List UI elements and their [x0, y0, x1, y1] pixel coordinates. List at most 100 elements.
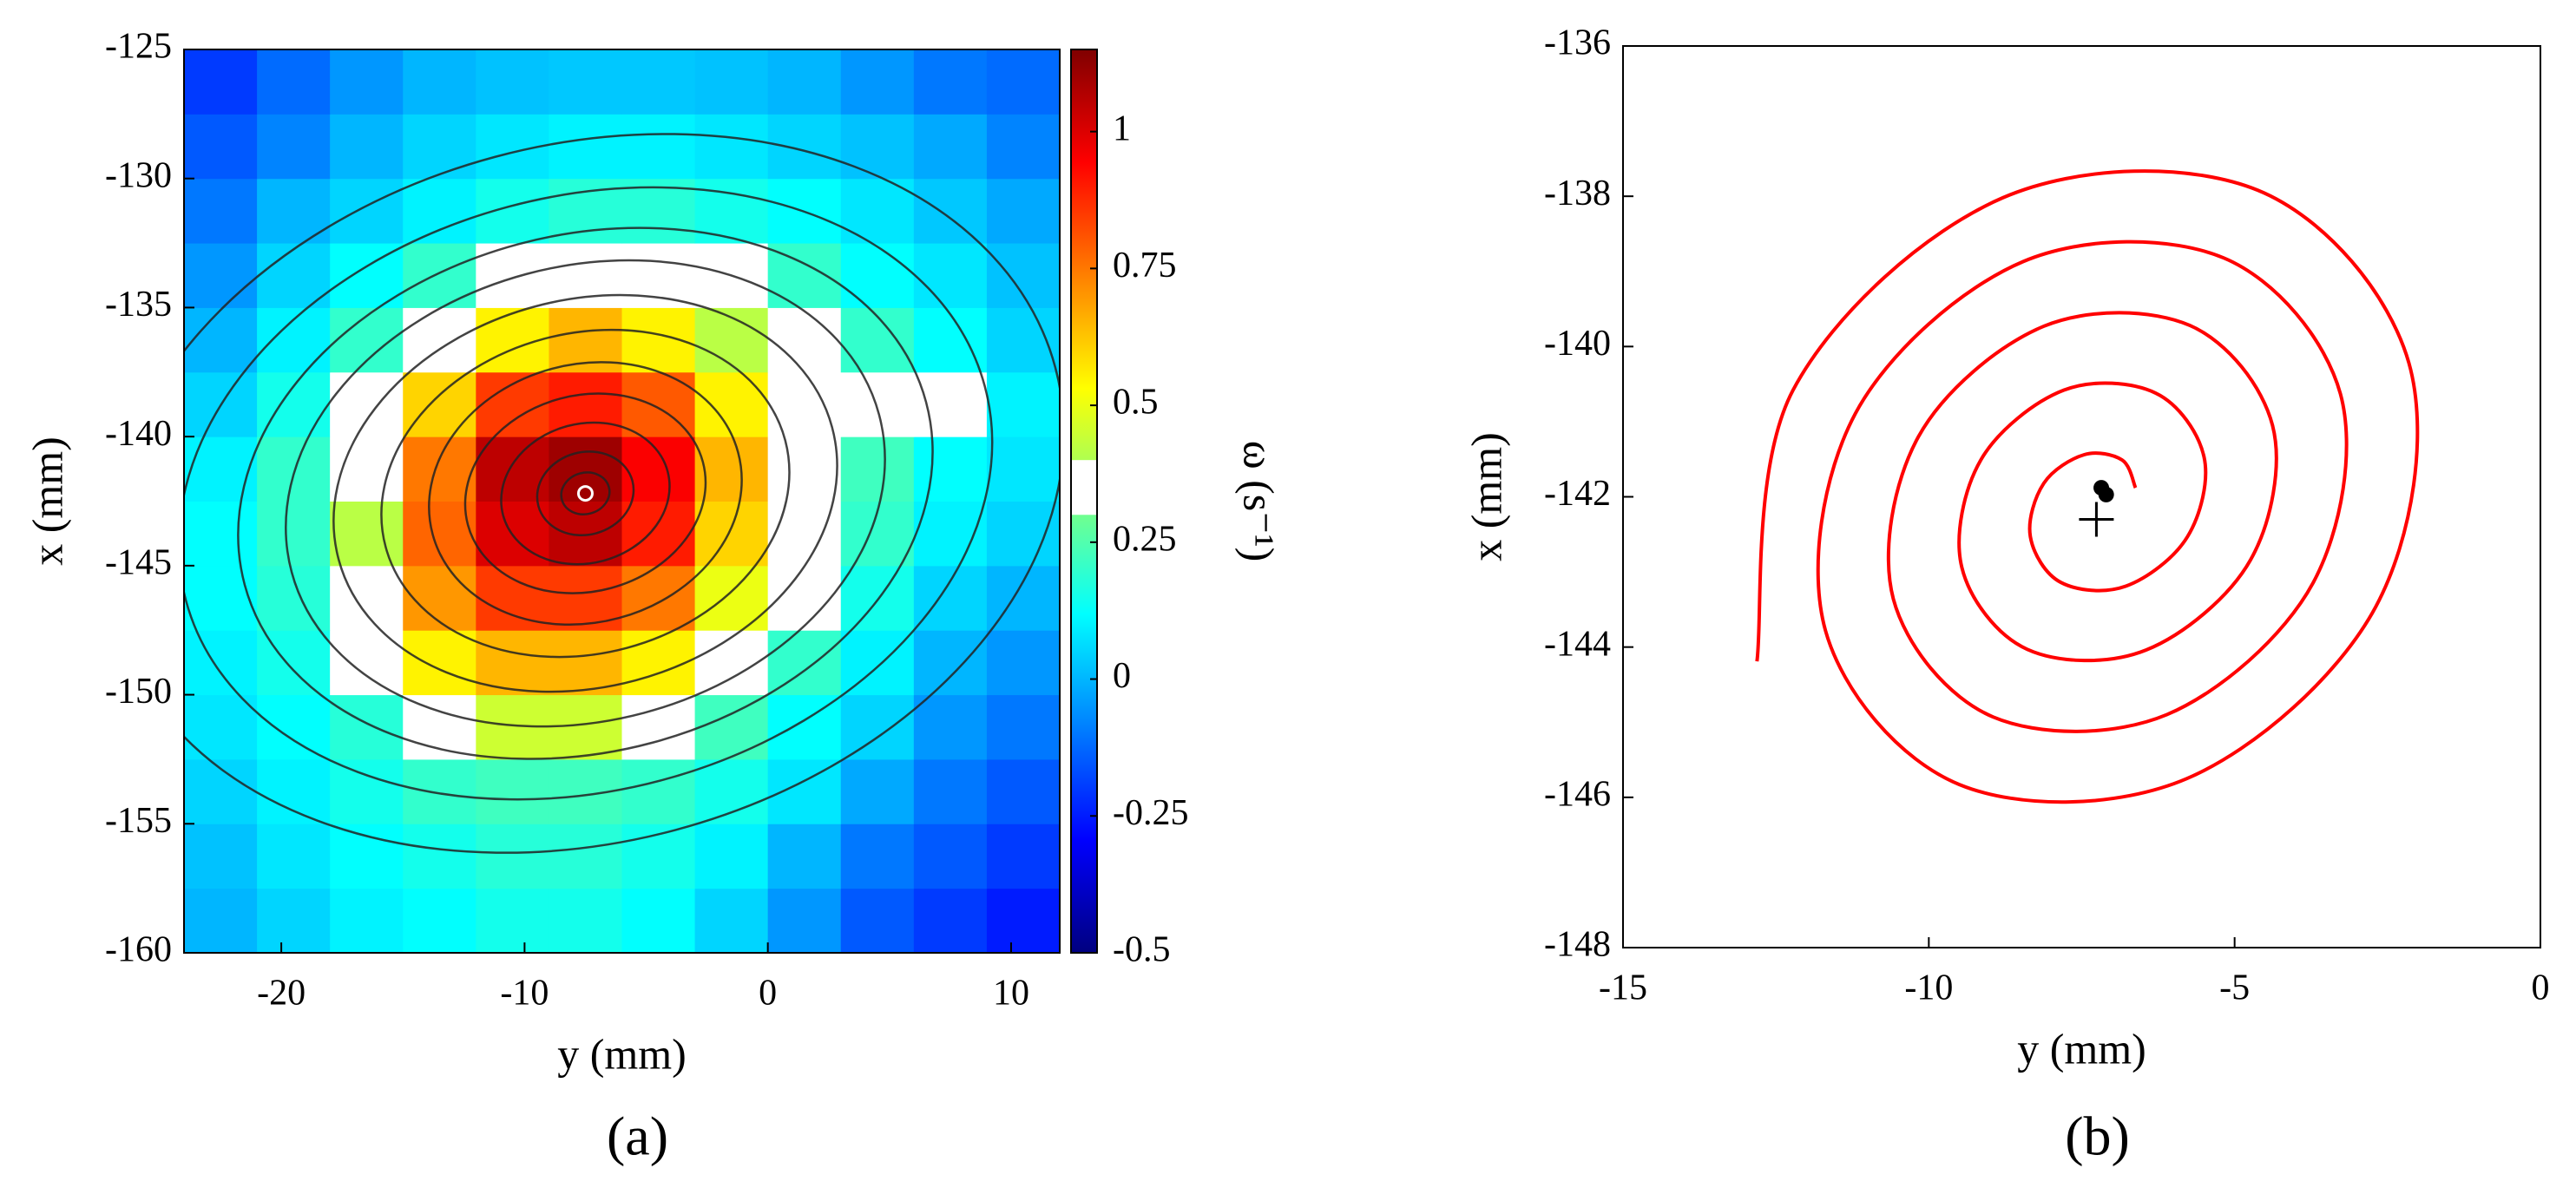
heatmap-cell	[184, 114, 258, 180]
heatmap-cell	[257, 178, 331, 244]
heatmap-cell	[694, 371, 769, 437]
heatmap-cell	[986, 243, 1060, 308]
heatmap-cell	[767, 630, 842, 696]
colorbar-frame	[1070, 49, 1098, 954]
heatmap-cell	[184, 436, 258, 502]
panel-caption: (b)	[2065, 1106, 2130, 1167]
heatmap-cell	[694, 436, 769, 502]
heatmap-cell	[476, 49, 549, 115]
data-line	[1755, 169, 2420, 804]
heatmap-cell	[694, 565, 769, 631]
x-tick-label: -5	[2219, 968, 2250, 1008]
heatmap-cell	[913, 178, 988, 244]
heatmap-cells	[184, 49, 1060, 953]
heatmap-cell	[621, 114, 696, 180]
y-tick-label: -140	[1544, 324, 1611, 364]
heatmap-cell	[694, 501, 769, 567]
streamline	[184, 133, 1060, 854]
heatmap-cell	[403, 824, 476, 889]
heatmap-cell	[403, 630, 476, 696]
heatmap-cell	[403, 758, 476, 824]
y-tick-label: -160	[105, 930, 172, 970]
heatmap-cell	[257, 49, 331, 115]
heatmap-cell	[913, 307, 988, 373]
heatmap-cell	[549, 694, 622, 760]
y-tick-label: -155	[105, 801, 172, 841]
heatmap-cell	[257, 243, 331, 308]
heatmap-cell	[184, 49, 258, 115]
heatmap-cell	[476, 824, 549, 889]
heatmap-cell	[840, 630, 915, 696]
heatmap-cell	[257, 114, 331, 180]
heatmap-cell	[767, 436, 842, 502]
plot-frame	[183, 49, 1061, 954]
heatmap-cell	[403, 888, 476, 953]
heatmap-cell	[986, 371, 1060, 437]
heatmap-cell	[913, 565, 988, 631]
heatmap-cell	[694, 888, 769, 953]
heatmap-cell	[621, 178, 696, 244]
y-tick-label: -135	[105, 285, 172, 325]
heatmap-cell	[184, 824, 258, 889]
heatmap-cell	[767, 49, 842, 115]
heatmap-cell	[403, 371, 476, 437]
dot-marker	[2098, 486, 2114, 502]
streamline	[463, 392, 707, 594]
heatmap-cell	[549, 436, 622, 502]
heatmap-cell	[257, 501, 331, 567]
heatmap-cell	[330, 436, 404, 502]
heatmap-cell	[330, 243, 404, 308]
streamline	[184, 186, 994, 801]
x-axis-label: y (mm)	[557, 1029, 687, 1078]
heatmap-cell	[330, 178, 404, 244]
heatmap-cell	[330, 694, 404, 760]
heatmap-cell	[913, 243, 988, 308]
heatmap-cell	[840, 371, 915, 437]
panel-caption: (a)	[607, 1106, 668, 1167]
heatmap-cell	[549, 49, 622, 115]
heatmap-cell	[184, 888, 258, 953]
heatmap-cell	[767, 371, 842, 437]
streamline	[560, 471, 611, 515]
heatmap-cell	[403, 436, 476, 502]
heatmap-cell	[403, 178, 476, 244]
y-tick-label: -136	[1544, 23, 1611, 63]
cross-marker	[2079, 502, 2114, 537]
x-tick-label: 0	[759, 974, 777, 1014]
heatmap-cell	[257, 371, 331, 437]
heatmap-cell	[621, 307, 696, 373]
heatmap-cell	[403, 49, 476, 115]
streamlines	[184, 133, 1060, 854]
x-tick-label: 0	[2532, 968, 2550, 1008]
heatmap-cell	[621, 501, 696, 567]
heatmap-cell	[986, 178, 1060, 244]
heatmap-cell	[330, 565, 404, 631]
heatmap-cell	[840, 243, 915, 308]
heatmap-cell	[184, 178, 258, 244]
heatmap-cell	[330, 888, 404, 953]
y-axis-label: x (mm)	[1462, 432, 1510, 561]
heatmap-cell	[549, 888, 622, 953]
y-tick-label: -148	[1544, 925, 1611, 965]
heatmap-cell	[257, 758, 331, 824]
x-tick-label: 10	[993, 974, 1029, 1014]
heatmap-cell	[986, 630, 1060, 696]
heatmap-cell	[840, 694, 915, 760]
y-tick-label: -140	[105, 414, 172, 454]
heatmap-cell	[767, 501, 842, 567]
heatmap-cell	[621, 694, 696, 760]
vortex-center	[576, 485, 594, 502]
heatmap-cell	[986, 694, 1060, 760]
heatmap-cell	[184, 630, 258, 696]
heatmap-cell	[913, 371, 988, 437]
y-tick-label: -142	[1544, 474, 1611, 514]
heatmap-cell	[694, 758, 769, 824]
heatmap-cell	[913, 49, 988, 115]
heatmap-cell	[330, 49, 404, 115]
heatmap-cell	[767, 888, 842, 953]
heatmap-cell	[476, 565, 549, 631]
y-tick-label: -146	[1544, 774, 1611, 814]
heatmap-cell	[986, 824, 1060, 889]
y-tick-label: -144	[1544, 624, 1611, 664]
